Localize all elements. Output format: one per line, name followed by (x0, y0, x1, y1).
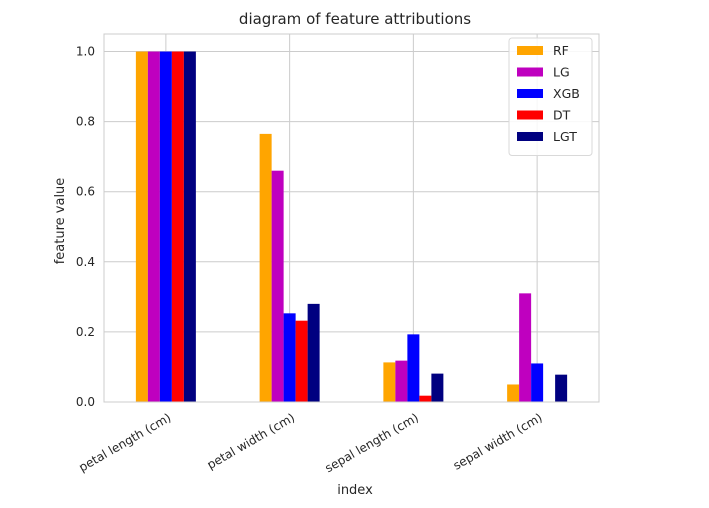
bar-dt (295, 320, 308, 402)
bar-rf (383, 362, 396, 402)
x-tick-label: petal width (cm) (205, 410, 298, 471)
bar-lgt (183, 51, 196, 403)
chart-title: diagram of feature attributions (239, 10, 471, 28)
legend-label-lgt: LGT (553, 129, 577, 144)
legend-box (508, 37, 593, 156)
y-axis-ticks: 0.0 0.2 0.4 0.6 0.8 1.0 (76, 45, 95, 409)
bar-dt (419, 395, 432, 402)
bar-xgb (159, 51, 172, 403)
legend-swatch-lg (517, 67, 543, 77)
y-axis-label: feature value (53, 178, 68, 265)
legend-swatch-dt (517, 110, 543, 120)
legend-swatch-rf (517, 46, 543, 55)
legend-label-rf: RF (553, 43, 569, 58)
y-tick-label: 0.2 (76, 325, 95, 339)
x-tick-label: sepal width (cm) (451, 410, 545, 472)
y-tick-label: 0.6 (76, 185, 95, 199)
y-tick-label: 0.8 (76, 115, 95, 129)
legend-label-xgb: XGB (553, 86, 580, 101)
bar-lg (519, 293, 532, 402)
bar-dt (171, 51, 184, 403)
y-tick-label: 0.4 (76, 255, 95, 269)
y-tick-label: 1.0 (76, 45, 95, 59)
x-tick-label: sepal length (cm) (323, 410, 421, 475)
bar-lg (271, 170, 284, 402)
bar-xgb (531, 363, 544, 402)
y-tick-label: 0.0 (76, 395, 95, 409)
legend-swatch-xgb (517, 89, 543, 98)
legend: RF LG XGB DT LGT (508, 37, 593, 156)
bar-xgb (407, 334, 420, 402)
bar-xgb (283, 313, 296, 402)
x-axis-ticks: petal length (cm) petal width (cm) sepal l… (76, 410, 544, 475)
legend-swatch-lgt (517, 132, 543, 141)
bars (135, 51, 568, 403)
bar-rf (507, 384, 520, 402)
legend-label-lg: LG (553, 65, 570, 80)
bar-rf (259, 133, 272, 402)
legend-label-dt: DT (553, 108, 571, 123)
bar-lgt (431, 373, 444, 402)
plot-frame (103, 33, 600, 403)
bar-lgt (555, 374, 568, 402)
bar-lgt (307, 303, 320, 402)
bar-rf (135, 51, 148, 403)
x-axis-label: index (337, 483, 373, 498)
x-tick-label: petal length (cm) (76, 410, 173, 474)
bar-lg (147, 51, 160, 403)
bar-lg (395, 360, 408, 402)
